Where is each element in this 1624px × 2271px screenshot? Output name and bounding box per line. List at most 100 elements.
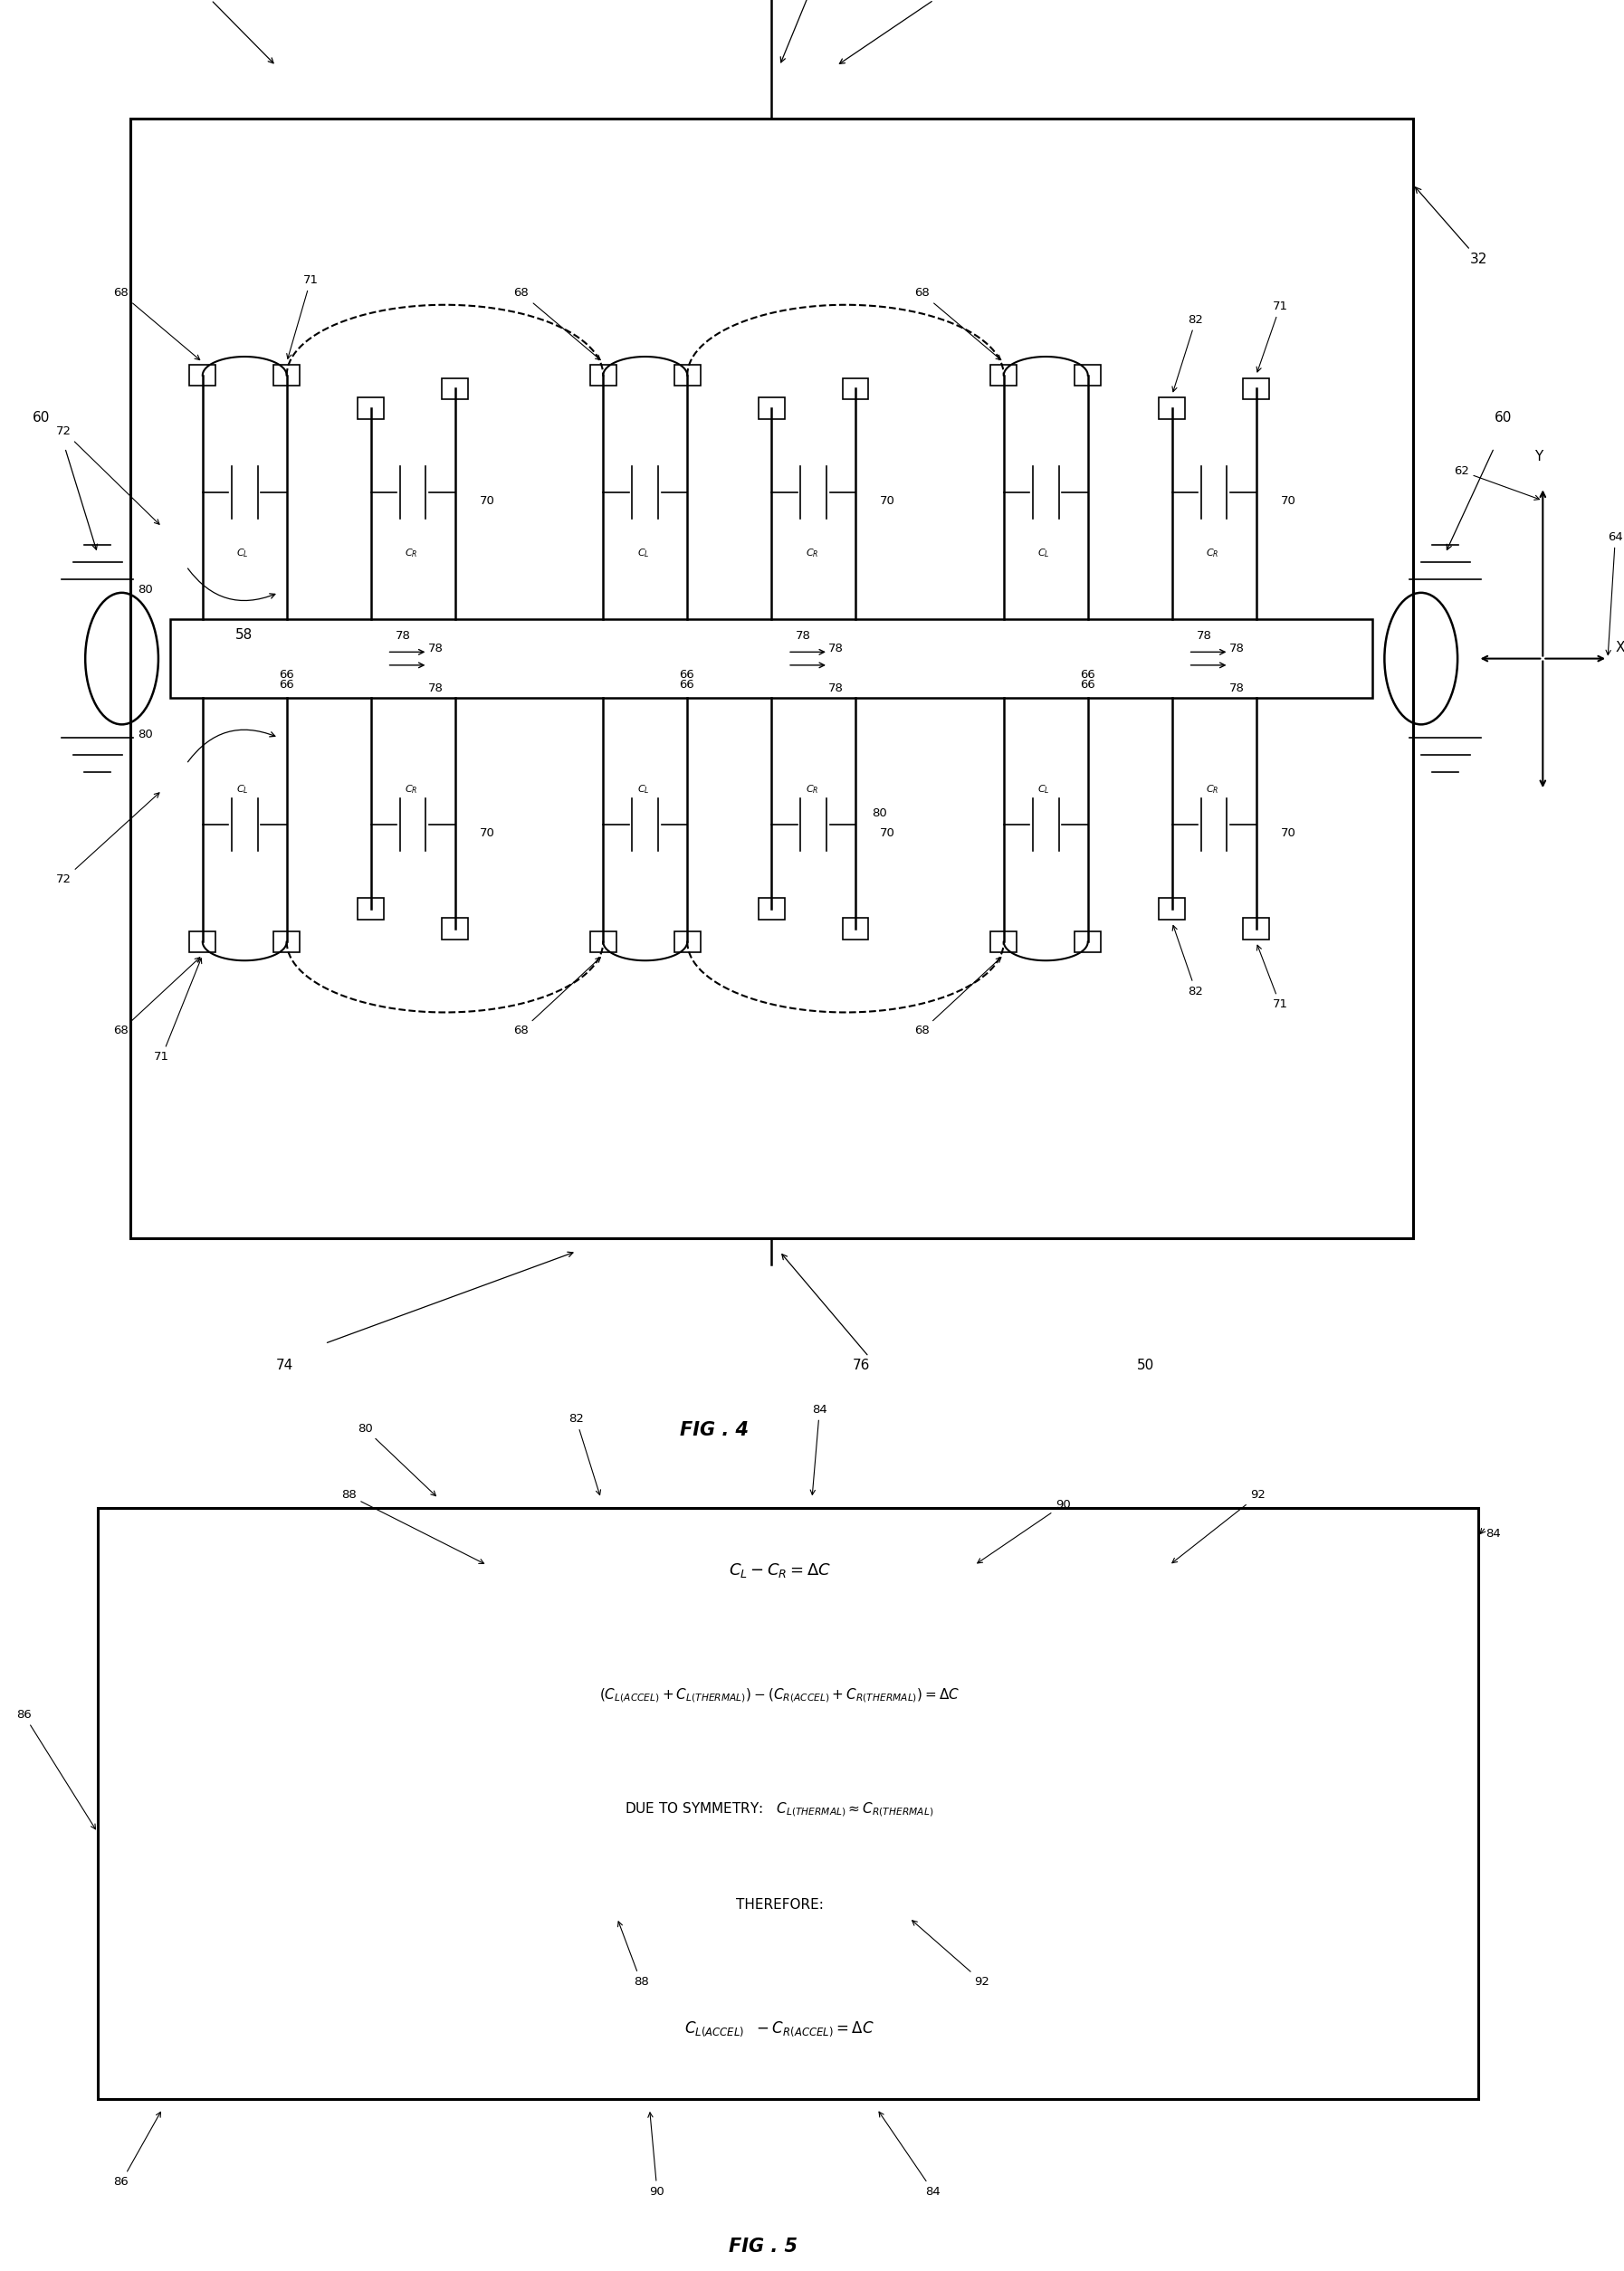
Text: 66: 66: [279, 679, 294, 690]
Text: 68: 68: [914, 958, 1000, 1036]
Text: $C_R$: $C_R$: [404, 783, 417, 795]
Text: 76: 76: [853, 1358, 870, 1372]
Text: 32: 32: [1416, 186, 1488, 266]
Text: 72: 72: [57, 793, 159, 886]
Bar: [991, 931, 1017, 952]
Text: $(C_{L(ACCEL)} + C_{L(THERMAL)}) - (C_{R(ACCEL)} + C_{R(THERMAL)}) = \Delta C$: $(C_{L(ACCEL)} + C_{L(THERMAL)}) - (C_{R…: [599, 1687, 960, 1703]
Text: 92: 92: [1173, 1490, 1265, 1562]
Text: 84: 84: [879, 2112, 940, 2198]
Bar: [190, 931, 216, 952]
Text: 66: 66: [679, 679, 695, 690]
Text: 71: 71: [1257, 300, 1288, 372]
Text: 84: 84: [810, 1403, 827, 1494]
Text: 66: 66: [679, 670, 695, 681]
Text: $C_R$: $C_R$: [806, 783, 818, 795]
Bar: [1075, 931, 1101, 952]
Text: $C_L$: $C_L$: [1038, 783, 1051, 795]
Text: $C_{L(ACCEL)}\ \ - C_{R(ACCEL)} = \Delta C$: $C_{L(ACCEL)}\ \ - C_{R(ACCEL)} = \Delta…: [685, 2019, 874, 2037]
Bar: [130, 118, 1413, 1238]
Text: 74: 74: [276, 1358, 294, 1372]
Bar: [171, 620, 1372, 697]
Text: 70: 70: [880, 827, 895, 838]
Bar: [97, 1508, 1478, 2098]
Text: 66: 66: [1080, 679, 1095, 690]
Text: X: X: [1616, 640, 1624, 654]
Text: $C_L$: $C_L$: [237, 783, 248, 795]
Bar: [590, 931, 615, 952]
Bar: [190, 366, 216, 386]
Text: 71: 71: [1257, 945, 1288, 1011]
Text: 82: 82: [1173, 313, 1203, 391]
Bar: [357, 899, 383, 920]
Text: 78: 78: [1197, 629, 1212, 640]
Text: 80: 80: [138, 729, 153, 740]
Text: 78: 78: [796, 629, 810, 640]
Bar: [758, 899, 784, 920]
Bar: [442, 377, 468, 400]
Text: FIG . 5: FIG . 5: [729, 2237, 797, 2255]
Text: 78: 78: [1229, 643, 1244, 654]
Text: 88: 88: [617, 1921, 648, 1987]
Text: 68: 68: [114, 288, 200, 359]
Bar: [1075, 366, 1101, 386]
Bar: [758, 397, 784, 418]
Text: 50: 50: [1137, 1358, 1155, 1372]
Text: 70: 70: [1280, 495, 1296, 506]
Text: 58: 58: [235, 629, 253, 640]
Bar: [674, 366, 700, 386]
Bar: [1160, 899, 1186, 920]
Text: 80: 80: [357, 1422, 435, 1497]
Text: 68: 68: [513, 958, 601, 1036]
Text: DUE TO SYMMETRY:   $C_{L(THERMAL)} \approx C_{R(THERMAL)}$: DUE TO SYMMETRY: $C_{L(THERMAL)} \approx…: [625, 1801, 934, 1819]
Text: 71: 71: [154, 958, 201, 1063]
Text: $C_L$: $C_L$: [1038, 547, 1051, 559]
Text: $C_L$: $C_L$: [237, 547, 248, 559]
Text: 88: 88: [341, 1490, 484, 1562]
Text: Y: Y: [1535, 450, 1543, 463]
Text: 82: 82: [568, 1413, 601, 1494]
Bar: [1160, 397, 1186, 418]
Bar: [991, 366, 1017, 386]
Text: $C_R$: $C_R$: [1207, 547, 1220, 559]
Bar: [274, 931, 300, 952]
Bar: [843, 917, 869, 940]
Text: 70: 70: [1280, 827, 1296, 838]
Text: 66: 66: [1080, 670, 1095, 681]
Text: 86: 86: [16, 1708, 96, 1828]
Text: 84: 84: [1486, 1528, 1501, 1540]
Bar: [1242, 377, 1268, 400]
Bar: [843, 377, 869, 400]
Text: $C_L$: $C_L$: [637, 547, 650, 559]
Text: 64: 64: [1606, 531, 1622, 654]
Text: 70: 70: [479, 827, 495, 838]
Bar: [274, 366, 300, 386]
Text: 68: 68: [114, 958, 200, 1036]
Text: 78: 78: [828, 643, 843, 654]
Text: 78: 78: [395, 629, 411, 640]
Text: $C_R$: $C_R$: [1207, 783, 1220, 795]
Text: 60: 60: [32, 411, 50, 425]
Text: $C_L - C_R = \Delta C$: $C_L - C_R = \Delta C$: [729, 1560, 830, 1578]
Text: 82: 82: [1173, 927, 1203, 997]
Text: 71: 71: [287, 275, 318, 359]
Text: 90: 90: [978, 1499, 1070, 1562]
Text: THEREFORE:: THEREFORE:: [736, 1899, 823, 1912]
Bar: [442, 917, 468, 940]
Text: 60: 60: [1494, 411, 1512, 425]
Text: 80: 80: [872, 808, 887, 820]
Bar: [1242, 917, 1268, 940]
Text: 86: 86: [114, 2112, 161, 2187]
Text: 78: 78: [427, 643, 443, 654]
Text: 78: 78: [828, 684, 843, 695]
Bar: [357, 397, 383, 418]
Text: 62: 62: [1453, 466, 1540, 500]
Text: 92: 92: [913, 1921, 989, 1987]
Text: 66: 66: [279, 670, 294, 681]
Text: 68: 68: [513, 288, 601, 359]
Text: FIG . 4: FIG . 4: [680, 1422, 749, 1440]
Bar: [590, 366, 615, 386]
Text: $C_L$: $C_L$: [637, 783, 650, 795]
Text: 70: 70: [479, 495, 495, 506]
Text: 78: 78: [427, 684, 443, 695]
Text: 68: 68: [914, 288, 1000, 359]
